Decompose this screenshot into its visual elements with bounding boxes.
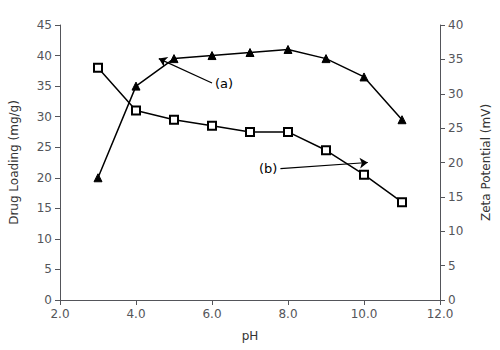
svg-text:5: 5 (448, 259, 456, 273)
svg-text:pH: pH (242, 329, 259, 343)
svg-text:30: 30 (448, 87, 463, 101)
svg-text:8.0: 8.0 (278, 307, 297, 321)
svg-text:2.0: 2.0 (50, 307, 69, 321)
svg-text:20: 20 (37, 171, 52, 185)
svg-text:4.0: 4.0 (126, 307, 145, 321)
svg-text:Drug Loading (mg/g): Drug Loading (mg/g) (7, 100, 21, 225)
svg-text:35: 35 (37, 79, 52, 93)
svg-text:12.0: 12.0 (427, 307, 454, 321)
svg-text:20: 20 (448, 156, 463, 170)
svg-text:15: 15 (37, 201, 52, 215)
svg-text:25: 25 (448, 121, 463, 135)
svg-text:Zeta Potential (mV): Zeta Potential (mV) (479, 104, 493, 221)
svg-text:10: 10 (37, 232, 52, 246)
svg-text:(a): (a) (215, 76, 233, 91)
svg-text:25: 25 (37, 140, 52, 154)
svg-text:15: 15 (448, 190, 463, 204)
svg-text:30: 30 (37, 110, 52, 124)
svg-text:40: 40 (448, 18, 463, 32)
svg-text:0: 0 (44, 293, 52, 307)
svg-text:40: 40 (37, 49, 52, 63)
svg-text:10: 10 (448, 224, 463, 238)
svg-text:45: 45 (37, 18, 52, 32)
svg-text:5: 5 (44, 262, 52, 276)
svg-text:0: 0 (448, 293, 456, 307)
svg-text:6.0: 6.0 (202, 307, 221, 321)
svg-text:10.0: 10.0 (351, 307, 378, 321)
svg-text:(b): (b) (259, 161, 277, 176)
svg-text:35: 35 (448, 52, 463, 66)
